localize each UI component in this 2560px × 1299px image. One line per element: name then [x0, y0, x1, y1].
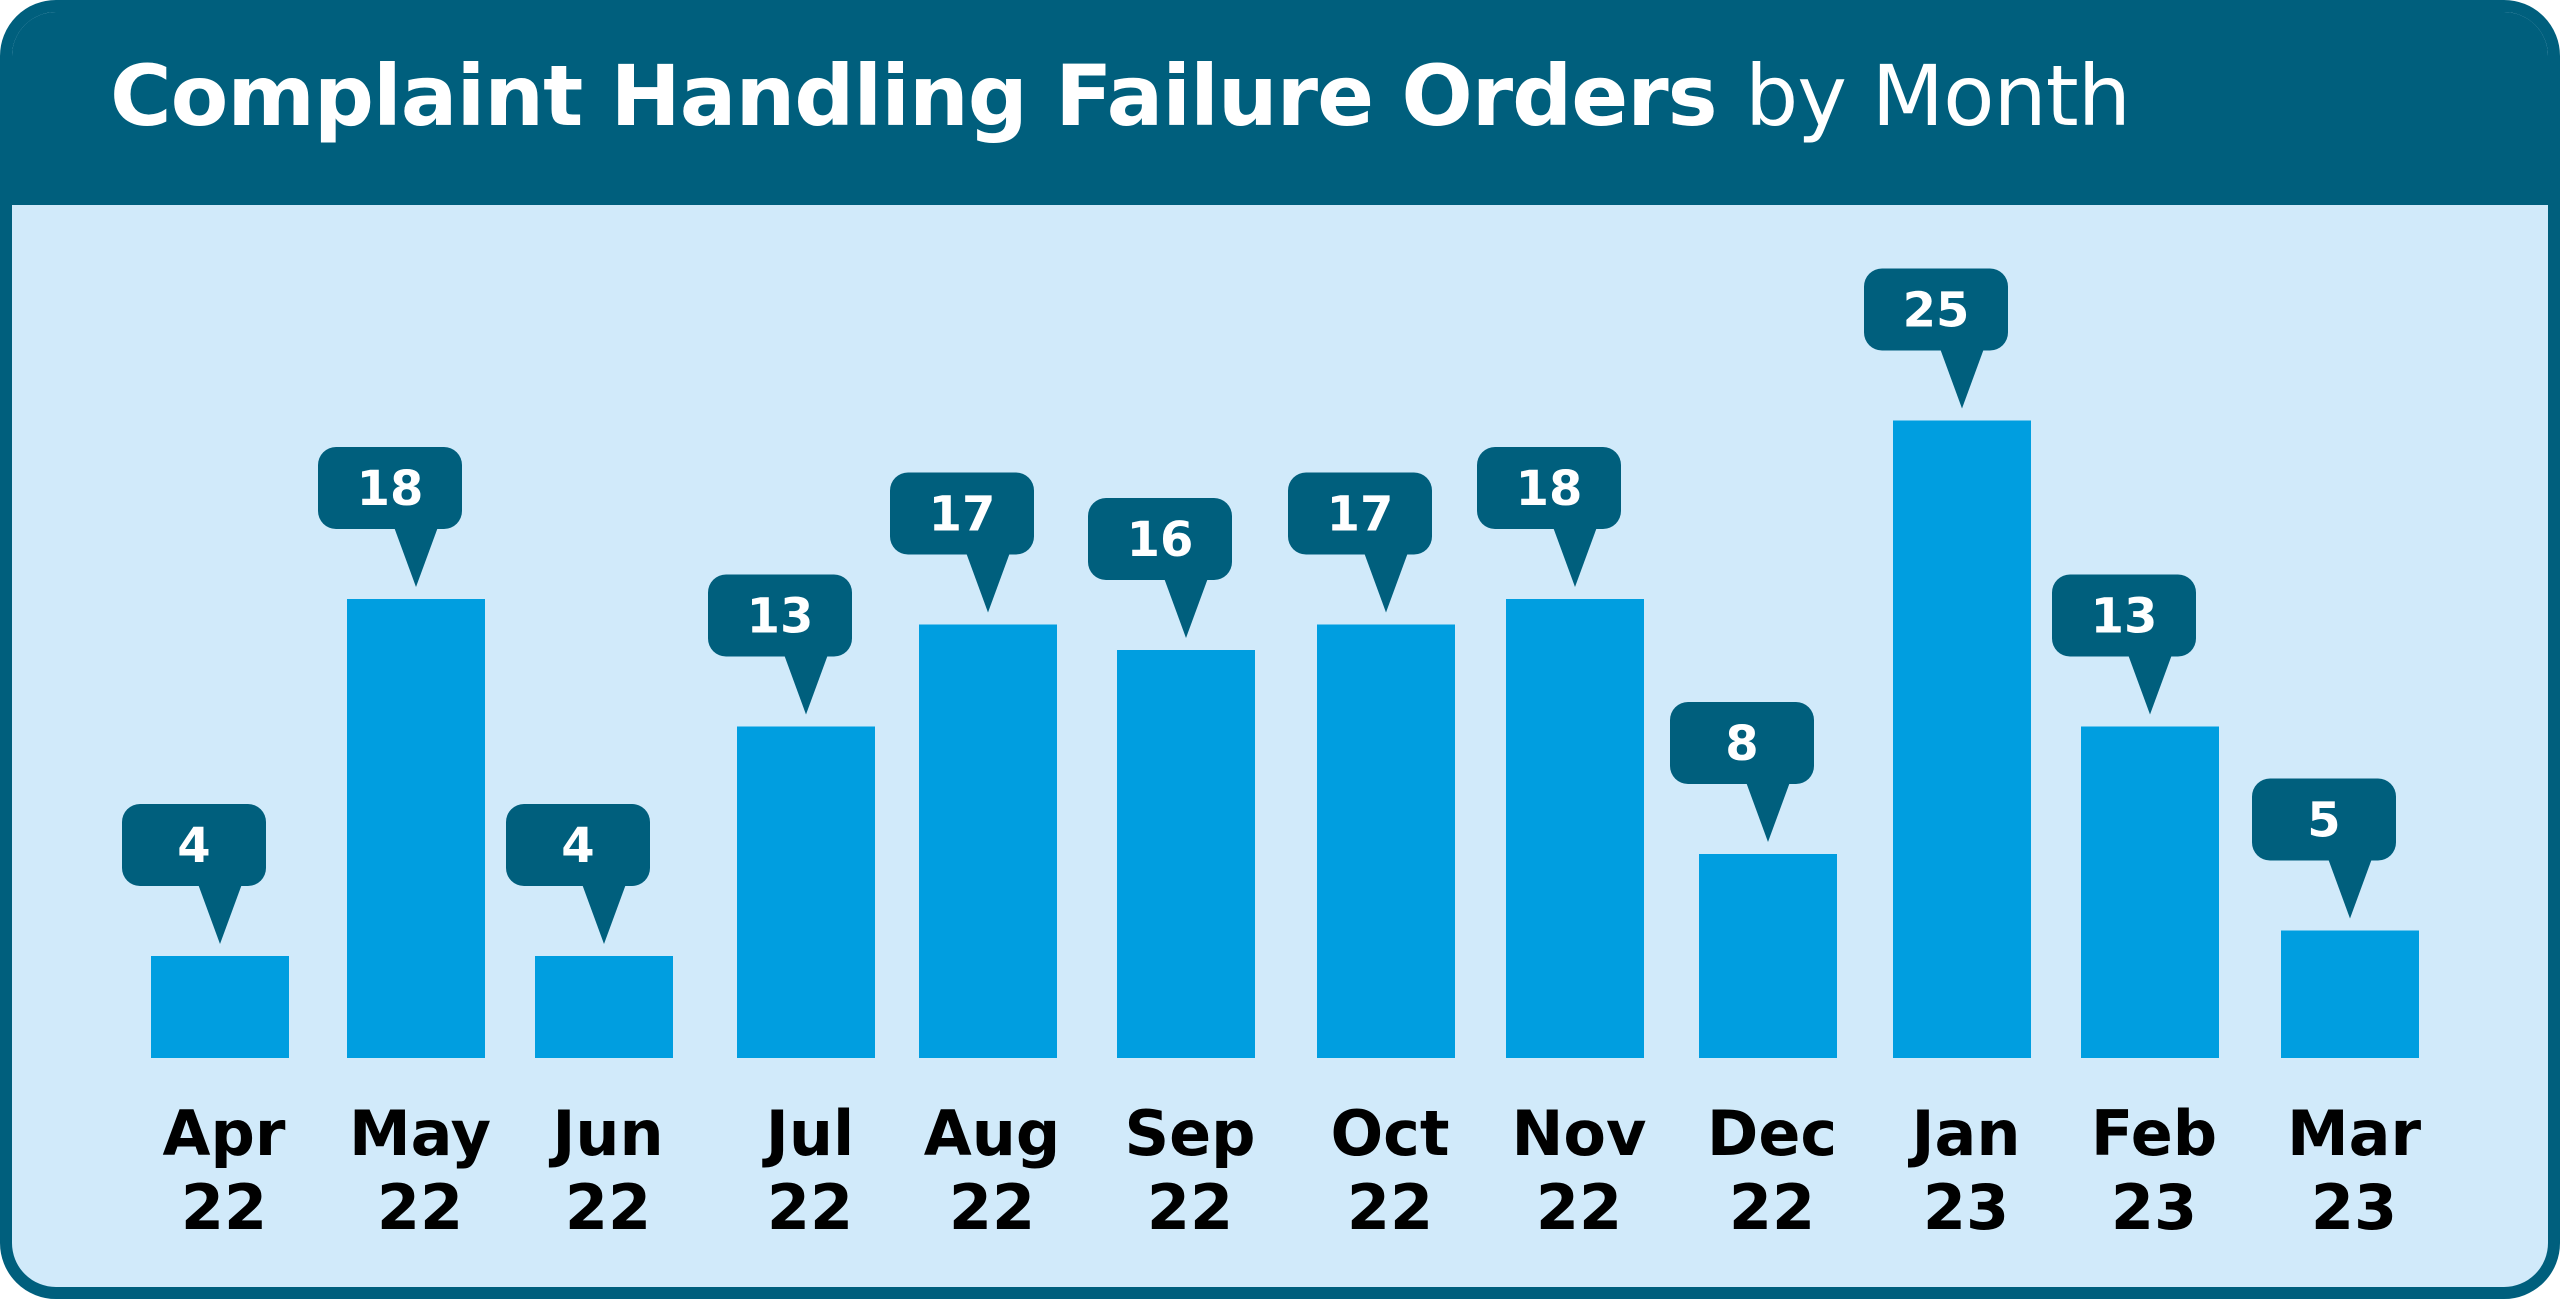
- x-tick-label-year: 23: [1923, 1171, 2009, 1244]
- callout-box: [2252, 778, 2396, 861]
- callout-box: [890, 472, 1034, 555]
- chart-title-regular: by Month: [1744, 47, 2131, 145]
- data-label: 13: [2091, 589, 2158, 645]
- x-tick-label-year: 22: [1536, 1171, 1622, 1244]
- callout-pointer: [582, 884, 626, 944]
- x-tick-label-month: Oct: [1330, 1097, 1449, 1170]
- x-tick-label-month: Dec: [1707, 1097, 1837, 1170]
- x-tick-label-month: Nov: [1512, 1097, 1647, 1170]
- bar-aug-22: [919, 624, 1057, 1058]
- x-tick-label-year: 22: [949, 1171, 1035, 1244]
- x-tick-label-month: Aug: [924, 1097, 1061, 1170]
- x-tick-label-year: 22: [181, 1171, 267, 1244]
- bar-jan-23: [1893, 420, 2031, 1058]
- callout-pointer: [2128, 654, 2172, 715]
- x-tick-label-month: Sep: [1124, 1097, 1255, 1170]
- callout-box: [1088, 498, 1232, 580]
- callout-box: [2052, 574, 2196, 657]
- callout-pointer: [1164, 578, 1208, 638]
- chart-title-bold: Complaint Handling Failure Orders: [110, 47, 1718, 145]
- x-tick-label-month: Jul: [762, 1097, 854, 1170]
- bar-may-22: [347, 599, 485, 1058]
- data-label: 5: [2307, 793, 2340, 849]
- value-callout: 4: [506, 804, 650, 944]
- x-tick-label-year: 22: [565, 1171, 651, 1244]
- value-callout: 25: [1864, 268, 2008, 409]
- x-tick-label-year: 22: [377, 1171, 463, 1244]
- x-tick-label-month: Mar: [2287, 1097, 2422, 1170]
- bar-dec-22: [1699, 854, 1837, 1058]
- x-tick-label-month: Apr: [163, 1097, 286, 1170]
- callout-pointer: [394, 527, 438, 587]
- callout-box: [1670, 702, 1814, 784]
- x-tick-label-year: 22: [1729, 1171, 1815, 1244]
- callout-box: [122, 804, 266, 886]
- callout-box: [506, 804, 650, 886]
- value-callout: 4: [122, 804, 266, 944]
- bar-jun-22: [535, 956, 673, 1058]
- bar-nov-22: [1506, 599, 1644, 1058]
- callout-box: [318, 447, 462, 529]
- callout-pointer: [1553, 527, 1597, 587]
- callout-pointer: [966, 552, 1010, 613]
- x-tick-label-month: Jan: [1907, 1097, 2020, 1170]
- callout-box: [1288, 472, 1432, 555]
- value-callout: 16: [1088, 498, 1232, 638]
- callout-box: [1477, 447, 1621, 529]
- data-label: 16: [1127, 512, 1194, 568]
- x-tick-label-year: 22: [767, 1171, 853, 1244]
- x-tick-label-year: 22: [1147, 1171, 1233, 1244]
- value-callout: 17: [890, 472, 1034, 613]
- value-callout: 17: [1288, 472, 1432, 613]
- value-callout: 8: [1670, 702, 1814, 842]
- bar-feb-23: [2081, 726, 2219, 1058]
- value-callout: 5: [2252, 778, 2396, 919]
- chart-title: Complaint Handling Failure Orders by Mon…: [110, 47, 2131, 145]
- data-label: 18: [357, 461, 424, 517]
- data-label: 4: [177, 818, 210, 874]
- data-label: 25: [1903, 283, 1970, 339]
- value-callout: 13: [2052, 574, 2196, 715]
- callout-pointer: [2328, 858, 2372, 919]
- data-label: 8: [1725, 716, 1758, 772]
- value-callout: 18: [1477, 447, 1621, 587]
- callout-pointer: [1746, 782, 1790, 842]
- x-tick-label-year: 23: [2111, 1171, 2197, 1244]
- data-label: 17: [1327, 487, 1394, 543]
- bar-apr-22: [151, 956, 289, 1058]
- bar-oct-22: [1317, 624, 1455, 1058]
- value-callout: 13: [708, 574, 852, 715]
- x-tick-label-year: 23: [2311, 1171, 2397, 1244]
- value-callout: 18: [318, 447, 462, 587]
- x-tick-label-month: May: [349, 1097, 491, 1170]
- x-tick-label-year: 22: [1347, 1171, 1433, 1244]
- x-tick-label-month: Feb: [2091, 1097, 2217, 1170]
- x-tick-label-month: Jun: [548, 1097, 663, 1170]
- chart-header: [12, 12, 2548, 205]
- bar-jul-22: [737, 726, 875, 1058]
- bar-mar-23: [2281, 930, 2419, 1058]
- data-label: 4: [561, 818, 594, 874]
- callout-box: [708, 574, 852, 657]
- callout-pointer: [784, 654, 828, 715]
- callout-pointer: [1364, 552, 1408, 613]
- callout-pointer: [198, 884, 242, 944]
- data-label: 18: [1516, 461, 1583, 517]
- data-label: 17: [929, 487, 996, 543]
- data-label: 13: [747, 589, 814, 645]
- bar-sep-22: [1117, 650, 1255, 1058]
- callout-box: [1864, 268, 2008, 351]
- callout-pointer: [1940, 348, 1984, 409]
